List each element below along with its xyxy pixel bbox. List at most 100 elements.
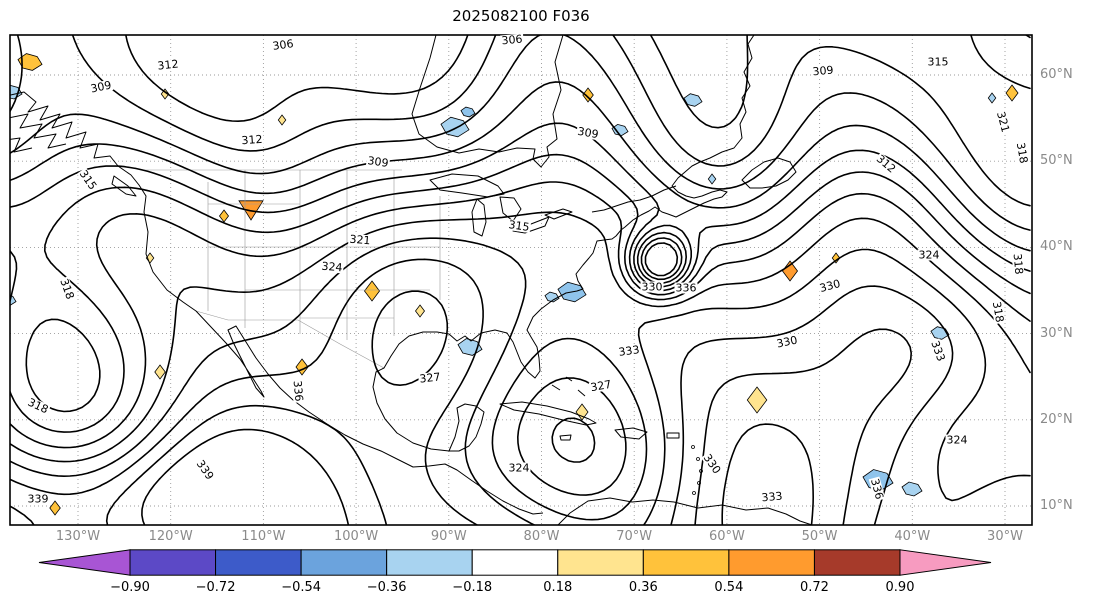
contour-label: 312 [155, 57, 181, 73]
colorbar-segment [129, 549, 217, 576]
lat-tick-label: 40°N [1040, 239, 1073, 255]
contour-line [10, 258, 954, 525]
coastline-path [544, 208, 573, 220]
colorbar-tick-label: −0.54 [281, 580, 322, 595]
coastline-path [10, 91, 544, 515]
coastline-path [10, 137, 33, 153]
contour-label: 312 [240, 132, 264, 148]
colorbar-tick-label: −0.72 [195, 580, 236, 595]
contour-line [10, 181, 1031, 496]
anomaly-patch [831, 252, 841, 264]
colorbar-segment [728, 549, 815, 576]
colorbar-segment [642, 549, 730, 576]
contour-label: 336 [290, 379, 306, 403]
state-border-line [195, 310, 385, 369]
contour-label: 333 [616, 343, 642, 359]
contour-label: 318 [1010, 252, 1026, 276]
colorbar-tick-label: 0.72 [799, 580, 829, 595]
colorbar-segment [471, 549, 559, 576]
contour-label: 309 [575, 124, 601, 142]
contour-line [10, 290, 912, 525]
contour-label: 318 [989, 299, 1007, 325]
colorbar-segment [300, 549, 388, 576]
contour-label: 324 [945, 433, 969, 447]
colorbar-segment [215, 549, 302, 576]
coastline-path [591, 185, 677, 213]
map-content-group [10, 35, 1032, 525]
contour-line [125, 35, 749, 277]
contour-label: 318 [1013, 140, 1031, 166]
colorbar-right-arrow [899, 549, 992, 576]
plot-border [9, 34, 1033, 526]
contour-label: 330 [640, 280, 664, 294]
lat-tick-label: 30°N [1040, 325, 1073, 341]
contour-map-canvas [9, 34, 1033, 526]
coastline-path [559, 434, 572, 441]
colorbar-segment [813, 549, 901, 576]
lat-tick-label: 20°N [1040, 411, 1073, 427]
contour-label: 333 [760, 489, 784, 505]
coastline-path [471, 198, 487, 237]
colorbar-segment [557, 549, 644, 576]
coastline-path [666, 432, 680, 439]
contour-label: 339 [26, 492, 50, 506]
lon-tick-label: 80°W [523, 529, 560, 544]
contour-label: 324 [507, 461, 531, 475]
coastline-path [499, 401, 597, 426]
coastline-path [111, 175, 137, 197]
anomaly-patch [901, 481, 923, 497]
lon-tick-label: 120°W [148, 529, 193, 544]
contour-label: 324 [320, 259, 344, 275]
colorbar-tick-label: 0.18 [543, 580, 573, 595]
anomaly-patch [154, 364, 166, 380]
anomaly-patch [460, 106, 476, 118]
contour-label: 309 [365, 154, 391, 170]
anomaly-patch [219, 209, 229, 223]
lon-tick-label: 130°W [55, 529, 101, 544]
contour-label: 315 [926, 55, 950, 69]
contour-line [10, 122, 1031, 413]
anomaly-patch [582, 87, 594, 103]
contour-label: 327 [417, 370, 443, 386]
contour-label: 306 [500, 32, 524, 48]
contour-label: 309 [811, 63, 835, 79]
anomaly-patch [277, 114, 287, 126]
anomaly-patch [1005, 84, 1019, 102]
lat-tick-label: 50°N [1040, 153, 1073, 169]
contour-line [10, 35, 1031, 284]
colorbar-tick-label: −0.90 [110, 580, 150, 595]
contour-label: 306 [270, 37, 296, 53]
anomaly-patch [611, 123, 629, 137]
lat-tick-label: 10°N [1040, 498, 1073, 513]
colorbar-left-arrow [38, 549, 131, 576]
contour-line [141, 423, 814, 525]
lon-tick-label: 40°W [894, 529, 931, 544]
contour-label: 324 [917, 248, 941, 262]
lon-tick-label: 90°W [430, 529, 467, 544]
contour-line [10, 211, 1031, 521]
anomaly-patch [440, 116, 470, 138]
contour-line [10, 81, 1031, 288]
anomaly-patch [17, 53, 43, 71]
anomaly-patch [49, 500, 61, 516]
plot-title: 2025082100 F036 [452, 7, 590, 25]
contour-line [10, 153, 1031, 463]
coastline-path [577, 389, 586, 397]
lon-tick-label: 110°W [241, 529, 286, 544]
anomaly-patch [364, 280, 380, 302]
anomaly-patch [707, 173, 717, 185]
lon-tick-label: 70°W [616, 529, 653, 544]
colorbar-tick-label: 0.54 [714, 580, 744, 595]
map-plot-area: 306 306 309 312 312 309 309 309 315 312 321 318 315 3… [8, 33, 1034, 527]
island-marker [692, 491, 696, 495]
anomaly-patch [10, 84, 23, 100]
coastline-path [551, 384, 561, 391]
colorbar-tick-label: 0.36 [628, 580, 658, 595]
island-marker [691, 445, 695, 449]
colorbar-segment [386, 549, 473, 576]
colorbar-tick-label: 0.90 [885, 580, 915, 595]
coastline-path [741, 157, 797, 189]
colorbar-tick-label: −0.36 [366, 580, 407, 595]
lon-tick-label: 60°W [708, 529, 745, 544]
